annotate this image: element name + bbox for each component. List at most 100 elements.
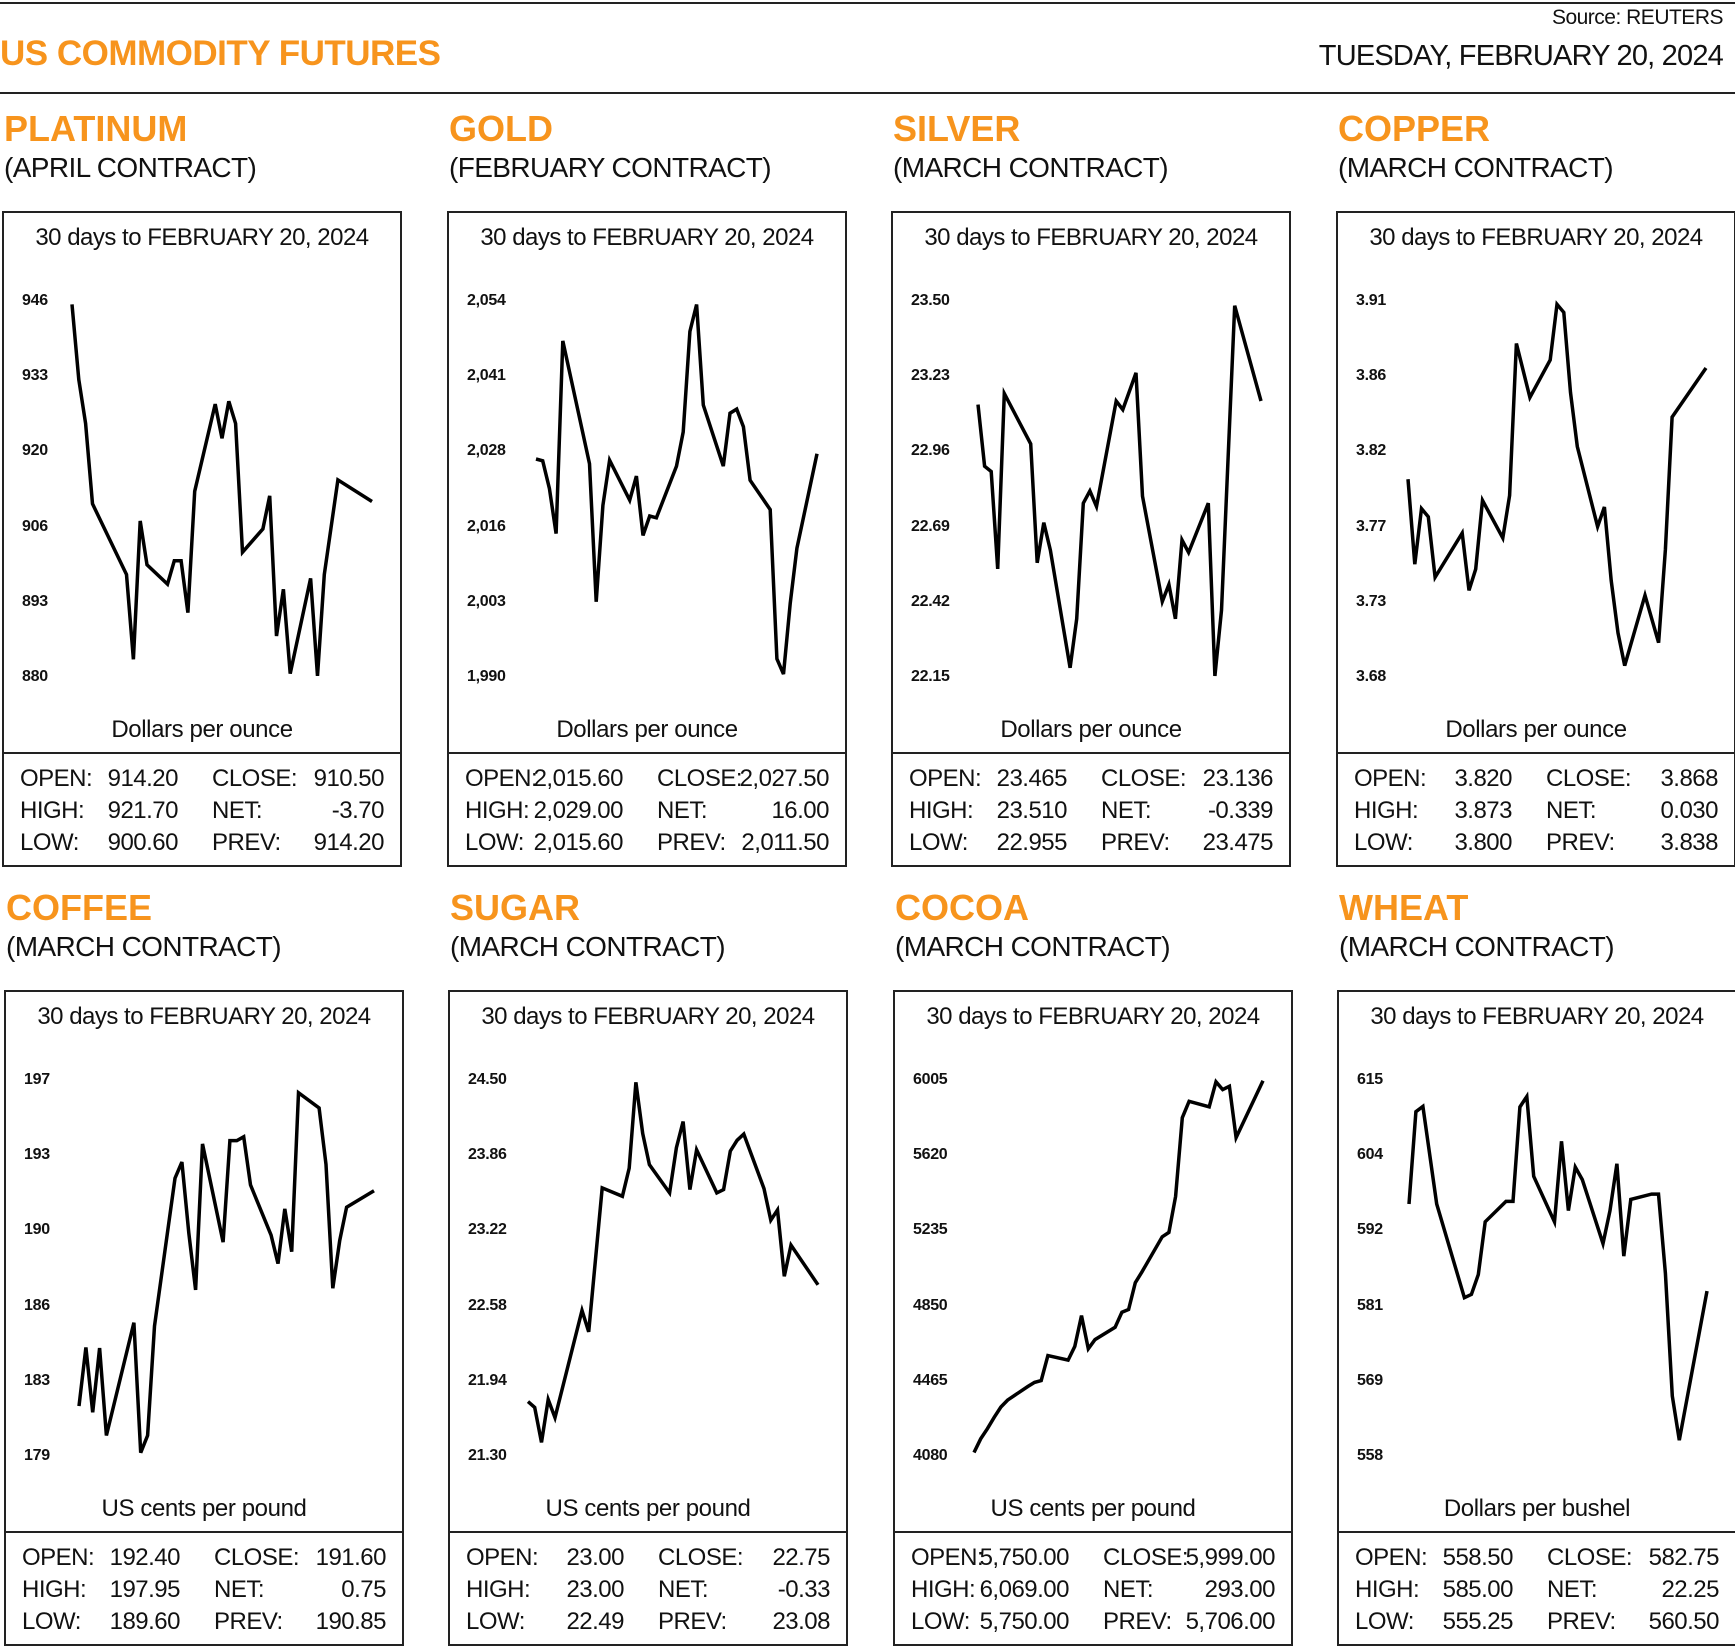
panel-sugar: SUGAR (MARCH CONTRACT) 30 days to FEBRUA…	[448, 779, 848, 1649]
open-value: 558.50	[1443, 1544, 1513, 1572]
close-value: 582.75	[1649, 1544, 1719, 1572]
contract-label: (MARCH CONTRACT)	[893, 152, 1168, 184]
net-label: NET:	[1103, 1576, 1153, 1604]
close-label: CLOSE:	[658, 1544, 743, 1572]
contract-label: (MARCH CONTRACT)	[1338, 152, 1613, 184]
low-value: 22.49	[566, 1608, 624, 1636]
panel-cocoa: COCOA (MARCH CONTRACT) 30 days to FEBRUA…	[893, 779, 1293, 1649]
line-chart	[6, 992, 402, 1532]
low-label: LOW:	[466, 1608, 525, 1636]
close-label: CLOSE:	[1547, 1544, 1632, 1572]
net-value: 293.00	[1205, 1576, 1275, 1604]
contract-label: (MARCH CONTRACT)	[6, 931, 281, 963]
commodity-name: PLATINUM	[4, 108, 187, 150]
price-line	[528, 1082, 818, 1442]
line-chart	[1338, 213, 1734, 753]
line-chart	[450, 992, 846, 1532]
commodity-name: COPPER	[1338, 108, 1490, 150]
stats-row: OPEN: 5,750.00 CLOSE: 5,999.00	[895, 1544, 1291, 1574]
prev-label: PREV:	[214, 1608, 283, 1636]
prev-label: PREV:	[1547, 1608, 1616, 1636]
commodity-name: SUGAR	[450, 887, 580, 929]
net-value: 0.75	[341, 1576, 386, 1604]
open-label: OPEN:	[466, 1544, 538, 1572]
close-value: 22.75	[772, 1544, 830, 1572]
panel-coffee: COFFEE (MARCH CONTRACT) 30 days to FEBRU…	[4, 779, 404, 1649]
price-line	[1409, 1097, 1707, 1441]
prev-value: 23.08	[772, 1608, 830, 1636]
low-label: LOW:	[911, 1608, 970, 1636]
stats-row: LOW: 189.60 PREV: 190.85	[6, 1608, 402, 1638]
low-value: 189.60	[110, 1608, 180, 1636]
line-chart	[1339, 992, 1735, 1532]
high-value: 6,069.00	[980, 1576, 1069, 1604]
line-chart	[4, 213, 400, 753]
prev-label: PREV:	[658, 1608, 727, 1636]
open-label: OPEN:	[22, 1544, 94, 1572]
low-value: 5,750.00	[980, 1608, 1069, 1636]
open-value: 23.00	[566, 1544, 624, 1572]
stats-row: HIGH: 23.00 NET: -0.33	[450, 1576, 846, 1606]
open-value: 5,750.00	[980, 1544, 1069, 1572]
panel-wheat: WHEAT (MARCH CONTRACT) 30 days to FEBRUA…	[1337, 779, 1735, 1649]
net-label: NET:	[658, 1576, 708, 1604]
prev-value: 190.85	[316, 1608, 386, 1636]
contract-label: (MARCH CONTRACT)	[450, 931, 725, 963]
line-chart	[895, 992, 1291, 1532]
commodity-name: WHEAT	[1339, 887, 1468, 929]
contract-label: (MARCH CONTRACT)	[895, 931, 1170, 963]
panel-copper: COPPER (MARCH CONTRACT) 30 days to FEBRU…	[1336, 0, 1735, 870]
price-line	[536, 305, 817, 675]
price-line	[974, 1081, 1263, 1453]
high-value: 197.95	[110, 1576, 180, 1604]
stats-row: OPEN: 23.00 CLOSE: 22.75	[450, 1544, 846, 1574]
stats-row: HIGH: 197.95 NET: 0.75	[6, 1576, 402, 1606]
prev-value: 560.50	[1649, 1608, 1719, 1636]
contract-label: (APRIL CONTRACT)	[4, 152, 256, 184]
price-line	[1408, 304, 1706, 665]
low-label: LOW:	[1355, 1608, 1414, 1636]
open-label: OPEN:	[911, 1544, 983, 1572]
high-label: HIGH:	[466, 1576, 530, 1604]
high-label: HIGH:	[1355, 1576, 1419, 1604]
close-value: 5,999.00	[1186, 1544, 1275, 1572]
price-line	[978, 306, 1261, 676]
stats-row: HIGH: 585.00 NET: 22.25	[1339, 1576, 1735, 1606]
close-label: CLOSE:	[1103, 1544, 1188, 1572]
high-label: HIGH:	[911, 1576, 975, 1604]
open-label: OPEN:	[1355, 1544, 1427, 1572]
open-value: 192.40	[110, 1544, 180, 1572]
net-label: NET:	[214, 1576, 264, 1604]
high-label: HIGH:	[22, 1576, 86, 1604]
contract-label: (FEBRUARY CONTRACT)	[449, 152, 771, 184]
line-chart	[449, 213, 845, 753]
price-line	[72, 304, 372, 676]
stats-row: LOW: 22.49 PREV: 23.08	[450, 1608, 846, 1638]
stats-row: OPEN: 558.50 CLOSE: 582.75	[1339, 1544, 1735, 1574]
net-value: 22.25	[1661, 1576, 1719, 1604]
stats-row: HIGH: 6,069.00 NET: 293.00	[895, 1576, 1291, 1606]
close-label: CLOSE:	[214, 1544, 299, 1572]
panel-gold: GOLD (FEBRUARY CONTRACT) 30 days to FEBR…	[447, 0, 847, 870]
net-value: -0.33	[778, 1576, 830, 1604]
commodity-name: COCOA	[895, 887, 1029, 929]
low-label: LOW:	[22, 1608, 81, 1636]
close-value: 191.60	[316, 1544, 386, 1572]
high-value: 585.00	[1443, 1576, 1513, 1604]
commodity-name: SILVER	[893, 108, 1020, 150]
net-label: NET:	[1547, 1576, 1597, 1604]
commodity-name: COFFEE	[6, 887, 152, 929]
stats-row: LOW: 5,750.00 PREV: 5,706.00	[895, 1608, 1291, 1638]
prev-value: 5,706.00	[1186, 1608, 1275, 1636]
commodity-name: GOLD	[449, 108, 553, 150]
stats-row: OPEN: 192.40 CLOSE: 191.60	[6, 1544, 402, 1574]
low-value: 555.25	[1443, 1608, 1513, 1636]
